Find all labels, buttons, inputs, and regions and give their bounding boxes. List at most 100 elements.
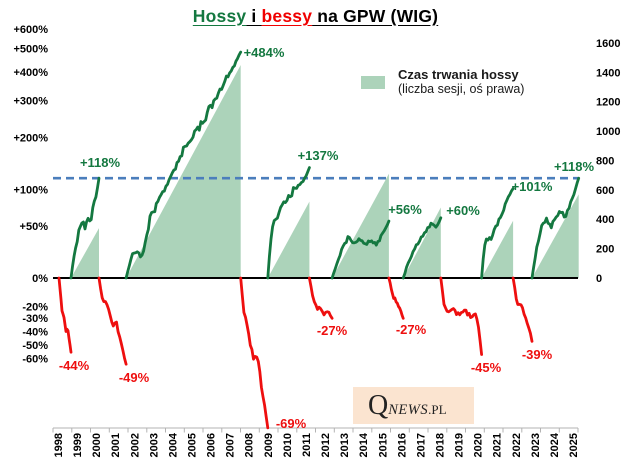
left-axis-label: +600% [13,24,48,36]
hossa-line-3 [330,219,391,280]
decline-label-1: -49% [119,370,150,385]
x-axis-year-label: 2000 [91,433,103,457]
legend-subtitle: (liczba sesji, oś prawa) [398,82,525,96]
x-axis-year-label: 2005 [187,433,199,457]
left-axis-label: +500% [13,44,48,56]
left-axis-label: -30% [22,313,48,325]
x-axis-year-label: 2012 [320,433,332,457]
x-axis-year-label: 2018 [435,433,447,457]
gain-label-6: +118% [554,159,595,174]
title-bessy: bessy [261,6,313,26]
left-axis-label: -20% [22,302,48,314]
left-axis-label: +200% [13,132,48,144]
bessa-line-6 [511,276,534,343]
decline-label-4: -27% [396,322,427,337]
x-axis-year-label: 2003 [148,433,160,457]
x-axis-year-label: 2025 [568,433,580,457]
x-axis-year-label: 2014 [358,432,370,457]
gain-label-1: +484% [244,45,285,60]
x-axis-year-label: 2020 [473,433,485,457]
bessa-line-0 [57,276,73,354]
hossa-line-1 [124,50,243,280]
left-axis-label: +300% [13,96,48,108]
x-axis-year-label: 2013 [339,433,351,457]
left-axis-label: +50% [20,221,49,233]
x-axis-year-label: 2022 [511,433,523,457]
chart-title: Hossy i bessy na GPW (WIG) [53,6,578,27]
hossa-line-6 [530,176,581,280]
right-axis-label: 1200 [596,97,620,109]
bessa-line-3 [308,276,334,320]
hossa-line-5 [480,187,515,280]
gain-label-4: +60% [446,203,480,218]
legend: Czas trwania hossy (liczba sesji, oś pra… [361,67,524,97]
title-rest: na GPW (WIG) [312,6,439,26]
title-i: i [246,6,262,26]
qnews-logo: Q NEWS .PL [353,387,474,424]
x-axis-year-label: 2010 [282,433,294,457]
x-axis-year-label: 2004 [167,432,179,457]
hossa-duration-triangle-2 [267,201,310,278]
bessa-line-2 [239,276,270,430]
hossa-duration-triangle-4 [403,207,441,278]
bessa-line-4 [387,276,405,320]
right-axis-label: 800 [596,156,614,168]
right-axis-label: 0 [596,273,602,285]
x-axis-year-label: 2001 [110,433,122,457]
right-axis-label: 1400 [596,67,620,79]
legend-title: Czas trwania hossy [398,67,519,82]
hossa-duration-triangle-3 [332,173,389,278]
x-axis-year-label: 2007 [225,433,237,457]
decline-label-5: -45% [471,360,502,375]
left-axis-label: -60% [22,353,48,365]
right-axis-label: 400 [596,214,614,226]
x-axis-year-label: 2006 [206,433,218,457]
right-axis-label: 200 [596,244,614,256]
legend-swatch [361,75,385,89]
x-axis-year-label: 1999 [72,433,84,457]
left-axis-label: +400% [13,67,48,79]
decline-label-3: -27% [317,323,348,338]
gain-label-2: +137% [298,148,339,163]
left-axis-label: -40% [22,327,48,339]
hossa-duration-triangle-1 [126,65,241,278]
logo-q: Q [368,390,389,421]
x-axis-year-label: 2011 [301,433,313,457]
x-axis-year-label: 2019 [454,433,466,457]
x-axis-year-label: 2024 [549,432,561,457]
x-axis-year-label: 2002 [129,433,141,457]
x-axis-year-label: 2009 [263,433,275,457]
gain-label-3: +56% [388,202,422,217]
x-axis-year-label: 2016 [396,433,408,457]
logo-news: NEWS [388,402,429,418]
x-axis-year-label: 2008 [244,433,256,457]
x-axis-year-label: 2015 [377,433,389,457]
gain-label-0: +118% [80,155,121,170]
x-axis-year-label: 2017 [415,433,427,457]
left-axis-label: -50% [22,340,48,352]
gain-label-5: +101% [512,179,553,194]
hossa-line-4 [401,216,443,280]
logo-pl: .PL [428,402,447,417]
right-axis-label: 600 [596,185,614,197]
title-hossy: Hossy [192,6,247,26]
bessa-line-1 [97,276,128,366]
bessa-line-5 [439,276,483,356]
hossa-line-2 [266,166,311,280]
legend-text: Czas trwania hossy (liczba sesji, oś pra… [398,67,524,97]
decline-label-2: -69% [276,416,307,431]
decline-label-6: -39% [522,347,553,362]
x-axis-year-label: 2023 [530,433,542,457]
hossa-line-0 [69,176,101,280]
left-axis-label: +100% [13,184,48,196]
hossa-duration-triangle-0 [71,228,99,278]
x-axis-year-label: 1998 [53,433,65,457]
hossa-duration-triangle-5 [481,220,514,278]
decline-label-0: -44% [59,358,90,373]
x-axis-year-label: 2021 [492,433,504,457]
left-axis-label: 0% [32,273,48,285]
right-axis-label: 1600 [596,38,620,50]
right-axis-label: 1000 [596,126,620,138]
